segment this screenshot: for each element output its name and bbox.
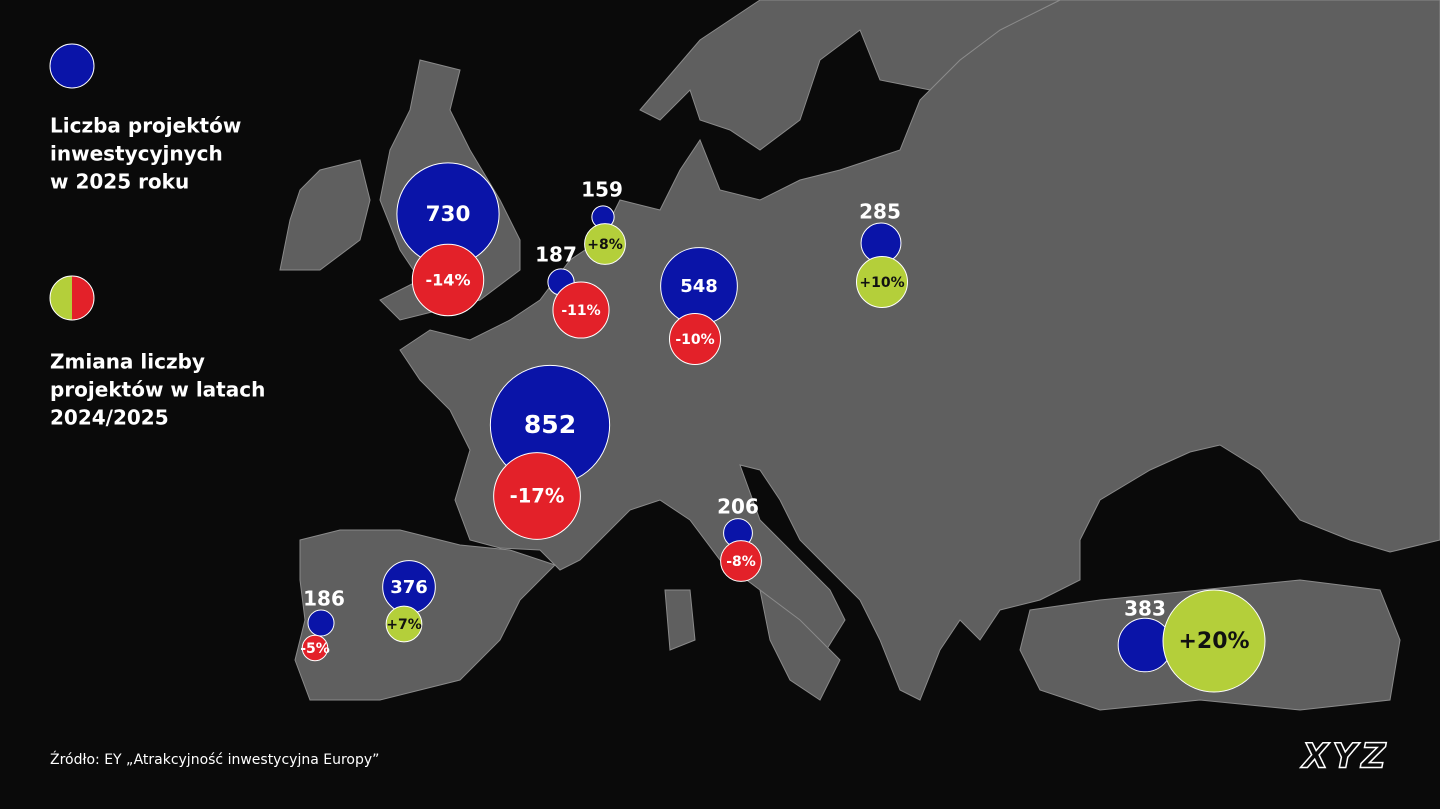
- legend-swatch-outline: [49, 275, 95, 321]
- italy-south: [759, 588, 841, 701]
- projects-label: 376: [390, 577, 428, 598]
- legend-projects-swatch: [49, 43, 95, 89]
- projects-label: 186: [303, 587, 345, 611]
- change-bubble: [1162, 589, 1266, 693]
- projects-bubble: [307, 609, 335, 637]
- change-bubble: [720, 540, 762, 582]
- change-label: -5%: [300, 641, 330, 657]
- legend-increase-swatch: [50, 276, 72, 320]
- change-label: -14%: [425, 271, 470, 290]
- change-label: -11%: [561, 303, 600, 319]
- change-label: +7%: [386, 617, 422, 633]
- projects-label: 730: [426, 202, 471, 227]
- sardinia: [664, 589, 696, 651]
- projects-label: 548: [680, 276, 718, 297]
- legend-decrease-swatch: [72, 276, 94, 320]
- change-bubble: [584, 223, 626, 265]
- change-bubble: [669, 313, 721, 365]
- legend-text: w 2025 roku: [50, 170, 189, 194]
- legend-text: Zmiana liczby: [50, 350, 205, 374]
- change-bubble: [301, 634, 329, 662]
- scandinavia: [639, 0, 1061, 151]
- change-bubble: [411, 243, 485, 317]
- change-label: +10%: [859, 275, 904, 291]
- projects-label: 383: [1124, 597, 1166, 621]
- legend-text: inwestycyjnych: [50, 142, 223, 166]
- logo: XYZ: [1300, 737, 1390, 777]
- iberia: [294, 529, 556, 701]
- source: Źródło: EY „Atrakcyjność inwestycyjna Eu…: [50, 750, 379, 768]
- change-label: +8%: [587, 237, 623, 253]
- change-label: -10%: [675, 332, 714, 348]
- legend-text: projektów w latach: [50, 378, 265, 402]
- change-bubble: [552, 281, 610, 339]
- projects-label: 852: [524, 410, 576, 439]
- legend: Liczba projektów inwestycyjnych w 2025 r…: [49, 43, 265, 430]
- legend-text: 2024/2025: [50, 406, 169, 430]
- projects-label: 285: [859, 200, 901, 224]
- projects-label: 206: [717, 495, 759, 519]
- change-bubble: [493, 452, 581, 540]
- projects-label: 159: [581, 178, 623, 202]
- projects-label: 187: [535, 243, 577, 267]
- change-label: +20%: [1178, 629, 1249, 654]
- change-label: -8%: [726, 554, 756, 570]
- legend-text: Liczba projektów: [50, 114, 241, 138]
- markers: 730 -14% 159 +8% 187 -11% 548 -10% 285 +10% 852 -17…: [300, 162, 1266, 693]
- change-bubble: [385, 605, 423, 643]
- ireland: [279, 159, 371, 271]
- change-bubble: [856, 256, 908, 308]
- change-label: -17%: [510, 485, 565, 508]
